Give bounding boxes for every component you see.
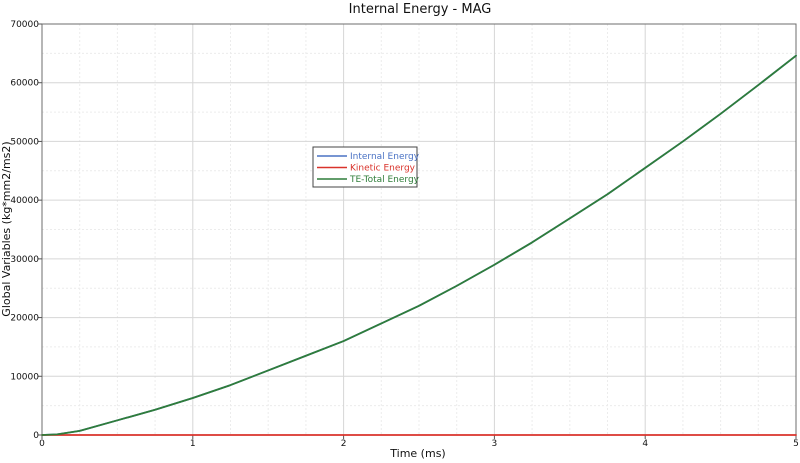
x-tick-label: 1 bbox=[190, 439, 196, 449]
y-tick-label: 0 bbox=[33, 431, 39, 441]
y-tick-label: 70000 bbox=[10, 20, 39, 30]
y-axis-title: Global Variables (kg*mm2/ms2) bbox=[0, 141, 13, 316]
legend-label: TE-Total Energy bbox=[349, 175, 420, 185]
y-tick-label: 20000 bbox=[10, 314, 39, 324]
y-axis-ticks: 0 10000 20000 30000 40000 50000 60000 70000 bbox=[10, 20, 42, 441]
y-tick-label: 10000 bbox=[10, 372, 39, 382]
legend-label: Internal Energy bbox=[350, 152, 420, 162]
series-layer bbox=[41, 54, 797, 436]
x-tick-label: 4 bbox=[642, 439, 648, 449]
grid bbox=[41, 23, 797, 436]
x-tick-label: 5 bbox=[793, 439, 799, 449]
series-line-te-total-energy bbox=[41, 54, 797, 436]
y-tick-label: 40000 bbox=[10, 196, 39, 206]
y-tick-label: 30000 bbox=[10, 255, 39, 265]
legend-label: Kinetic Energy bbox=[350, 164, 416, 174]
y-tick-label: 50000 bbox=[10, 137, 39, 147]
x-tick-label: 3 bbox=[492, 439, 498, 449]
x-tick-label: 2 bbox=[341, 439, 347, 449]
chart-title: Internal Energy - MAG bbox=[349, 2, 492, 17]
y-tick-label: 60000 bbox=[10, 79, 39, 89]
x-tick-label: 0 bbox=[39, 439, 45, 449]
x-axis-title: Time (ms) bbox=[389, 447, 445, 460]
